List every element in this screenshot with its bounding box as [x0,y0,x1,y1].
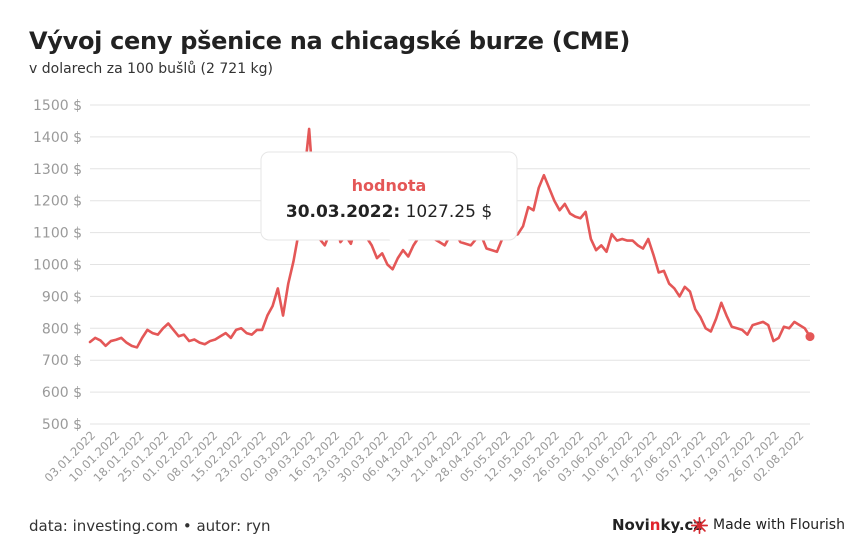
x-axis: 03.01.202210.01.202218.01.202225.01.2022… [42,428,807,484]
tooltip: hodnota 30.03.2022: 1027.25 $ [260,151,518,251]
y-tick-label: 600 $ [42,385,82,401]
y-tick-label: 1100 $ [33,226,82,242]
y-tick-label: 900 $ [42,289,82,305]
flourish-icon [691,516,708,534]
y-tick-label: 1000 $ [33,258,82,274]
chart-subtitle: v dolarech za 100 bušlů (2 721 kg) [29,61,274,77]
y-tick-label: 1200 $ [33,194,82,210]
novinky-logo[interactable]: Novinky.cz [612,516,702,534]
data-source: data: investing.com • autor: ryn [29,517,271,535]
made-with-flourish[interactable]: Made with Flourish [691,515,845,535]
y-tick-label: 1500 $ [33,98,82,114]
brand-suffix: ky.cz [660,516,703,534]
y-tick-label: 700 $ [42,353,82,369]
tooltip-pointer [389,239,409,251]
tooltip-date: 30.03.2022: [286,202,400,222]
y-tick-label: 800 $ [42,321,82,337]
tooltip-body: 30.03.2022: 1027.25 $ [286,202,492,222]
y-tick-label: 500 $ [42,417,82,433]
last-data-point[interactable] [805,332,815,342]
tooltip-value: 1027.25 $ [406,202,493,222]
made-with-flourish-label: Made with Flourish [713,517,845,533]
chart-title: Vývoj ceny pšenice na chicagské burze (C… [29,27,631,55]
y-tick-label: 1400 $ [33,130,82,146]
y-tick-label: 1300 $ [33,162,82,178]
brand-accent: n [649,516,661,534]
brand-prefix: Novi [612,516,650,534]
tooltip-box [260,151,518,241]
line-chart: 500 $ 600 $ 700 $ 800 $ 900 $ 1000 $ 1100 $ 120… [33,98,815,485]
tooltip-header: hodnota [352,176,427,195]
y-axis: 500 $ 600 $ 700 $ 800 $ 900 $ 1000 $ 1100 $ 120… [33,98,82,433]
